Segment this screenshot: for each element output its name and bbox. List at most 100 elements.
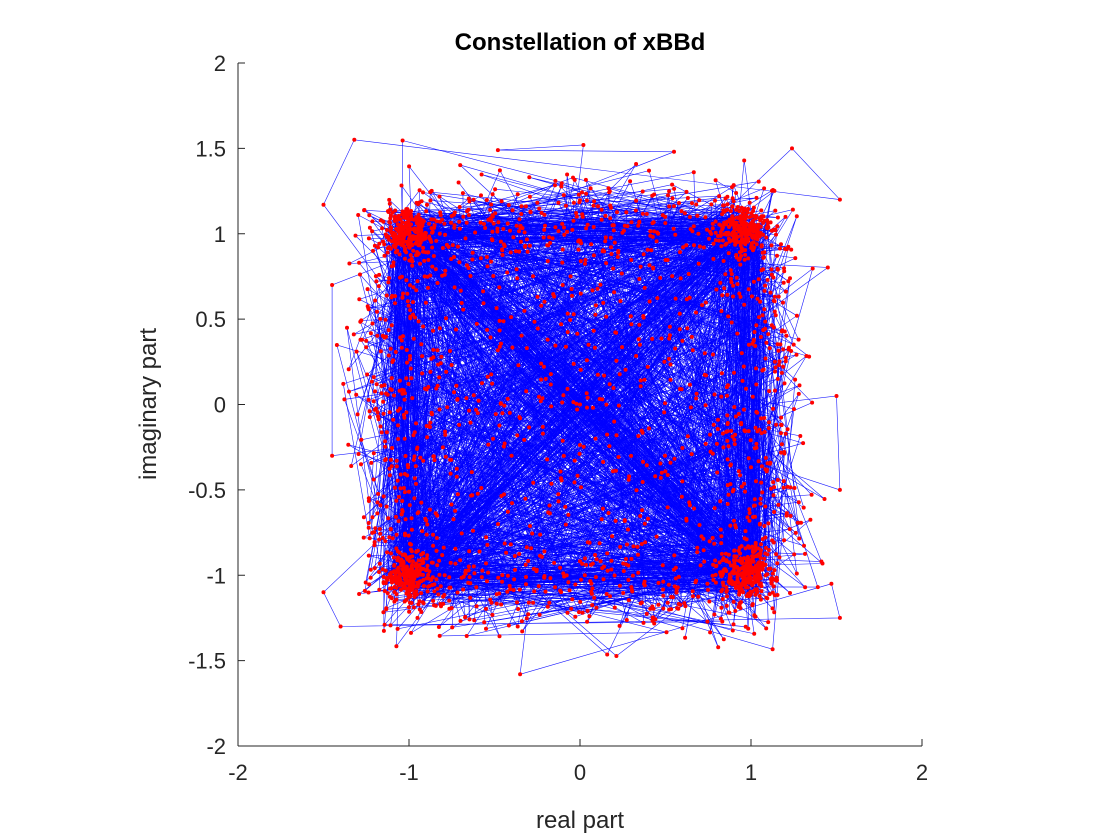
sample-point — [760, 490, 765, 495]
sample-point — [527, 194, 532, 199]
sample-point — [682, 601, 687, 606]
sample-point — [720, 293, 725, 298]
sample-point — [593, 553, 598, 557]
sample-point — [582, 573, 587, 578]
sample-point — [383, 439, 387, 444]
sample-point — [379, 391, 384, 396]
sample-point — [455, 397, 460, 402]
sample-point — [477, 549, 482, 554]
sample-point — [494, 601, 499, 606]
sample-point — [608, 203, 613, 208]
sample-point — [423, 300, 428, 305]
sample-point — [355, 412, 360, 417]
sample-point — [779, 415, 784, 420]
sample-point — [420, 354, 425, 359]
sample-point — [515, 600, 519, 605]
sample-point — [687, 382, 692, 387]
sample-point — [424, 576, 429, 581]
sample-point — [672, 204, 676, 209]
sample-point — [532, 589, 537, 594]
sample-point — [760, 313, 765, 318]
sample-point — [722, 286, 727, 291]
sample-point — [489, 372, 494, 377]
sample-point — [517, 552, 522, 556]
sample-point — [421, 601, 426, 606]
sample-point — [603, 235, 608, 240]
sample-point — [484, 606, 488, 611]
sample-point — [384, 228, 389, 232]
sample-point — [552, 560, 557, 565]
sample-point — [753, 614, 758, 619]
sample-point — [796, 500, 801, 505]
sample-point — [713, 572, 718, 577]
sample-point — [724, 559, 729, 564]
sample-point — [611, 386, 616, 390]
sample-point — [481, 289, 486, 294]
sample-point — [741, 407, 746, 412]
sample-point — [390, 536, 395, 541]
sample-point — [375, 500, 380, 505]
sample-point — [519, 212, 524, 216]
sample-point — [409, 214, 414, 219]
sample-point — [480, 381, 484, 386]
sample-point — [448, 349, 452, 353]
sample-point — [794, 313, 799, 318]
sample-point — [708, 229, 713, 234]
sample-point — [604, 592, 609, 596]
sample-point — [399, 345, 404, 350]
sample-point — [440, 445, 445, 450]
sample-point — [725, 202, 730, 207]
sample-point — [807, 354, 812, 359]
sample-point — [407, 357, 412, 362]
sample-point — [362, 208, 367, 213]
sample-point — [779, 450, 783, 455]
sample-point — [408, 253, 413, 258]
sample-point — [527, 425, 532, 430]
sample-point — [710, 535, 715, 540]
sample-point — [796, 391, 801, 396]
sample-point — [405, 360, 409, 365]
sample-point — [712, 541, 717, 546]
sample-point — [739, 484, 744, 489]
sample-point — [580, 610, 585, 615]
sample-point — [675, 606, 680, 611]
sample-point — [400, 138, 405, 143]
sample-point — [736, 604, 741, 609]
sample-point — [415, 511, 420, 516]
sample-point — [742, 302, 747, 307]
sample-point — [513, 567, 517, 572]
sample-point — [757, 234, 762, 239]
sample-point — [473, 230, 478, 235]
sample-point — [754, 323, 759, 328]
sample-point — [562, 574, 567, 579]
sample-point — [593, 575, 598, 580]
sample-point — [558, 469, 563, 474]
sample-point — [425, 589, 430, 594]
sample-point — [789, 247, 794, 252]
sample-point — [389, 226, 394, 231]
sample-point — [637, 342, 642, 347]
sample-point — [421, 584, 426, 588]
sample-point — [415, 279, 420, 284]
sample-point — [782, 266, 786, 271]
sample-point — [370, 229, 375, 234]
sample-point — [392, 215, 397, 220]
sample-point — [415, 615, 420, 620]
sample-point — [636, 223, 641, 228]
sample-point — [779, 242, 783, 247]
sample-point — [740, 378, 745, 383]
sample-point — [435, 348, 440, 353]
sample-point — [593, 312, 598, 317]
sample-point — [321, 590, 326, 595]
sample-point — [547, 600, 552, 605]
sample-point — [425, 435, 430, 440]
sample-point — [400, 499, 405, 503]
sample-point — [452, 223, 457, 228]
sample-point — [508, 250, 513, 255]
sample-point — [378, 316, 383, 321]
sample-point — [746, 560, 750, 565]
sample-point — [775, 224, 780, 229]
sample-point — [753, 540, 758, 545]
sample-point — [528, 524, 532, 528]
sample-point — [518, 672, 523, 677]
